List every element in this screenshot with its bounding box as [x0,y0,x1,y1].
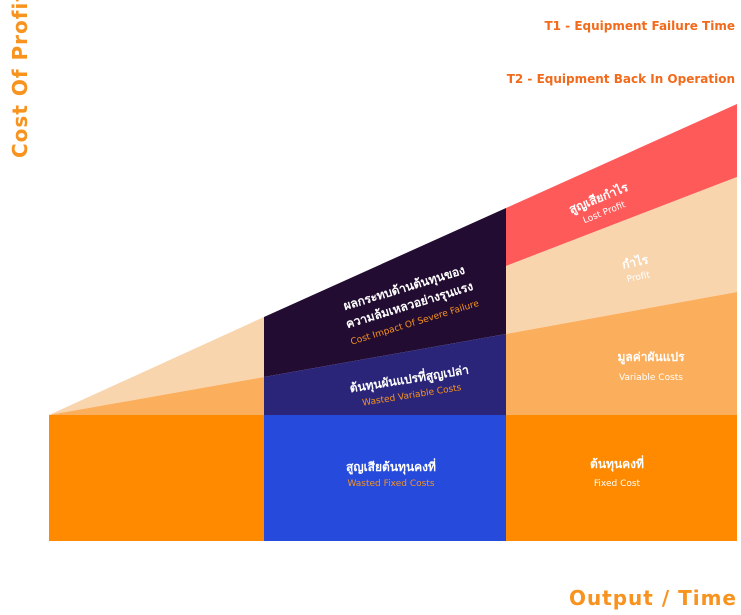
legend-t1: T1 - Equipment Failure Time [544,19,735,33]
left-fixed-region [49,415,264,541]
variable-costs-thai: มูลค่าผันแปร [617,350,685,365]
fixed-cost-thai: ต้นทุนคงที่ [590,455,644,472]
fixed-cost-region [506,415,737,541]
wasted-fixed-english: Wasted Fixed Costs [347,479,434,489]
profit-english: Profit [626,270,652,285]
profit-region [506,177,737,334]
left-profit-region [49,317,264,415]
profit-thai: กำไร [621,251,651,271]
variable-costs-english: Variable Costs [619,373,683,383]
wasted-fixed-region [264,415,506,541]
fixed-cost-english: Fixed Cost [594,479,641,489]
lost-profit-region [506,104,737,266]
cost-impact-region [264,208,506,377]
left-variable-region [49,377,264,415]
x-axis-label: Output / Time [568,586,737,610]
wasted-fixed-thai: สูญเสียต้นทุนคงที่ [346,458,436,475]
wasted-variable-region [264,334,506,415]
variable-costs-region [506,292,737,415]
legend-t2: T2 - Equipment Back In Operation [506,72,735,86]
